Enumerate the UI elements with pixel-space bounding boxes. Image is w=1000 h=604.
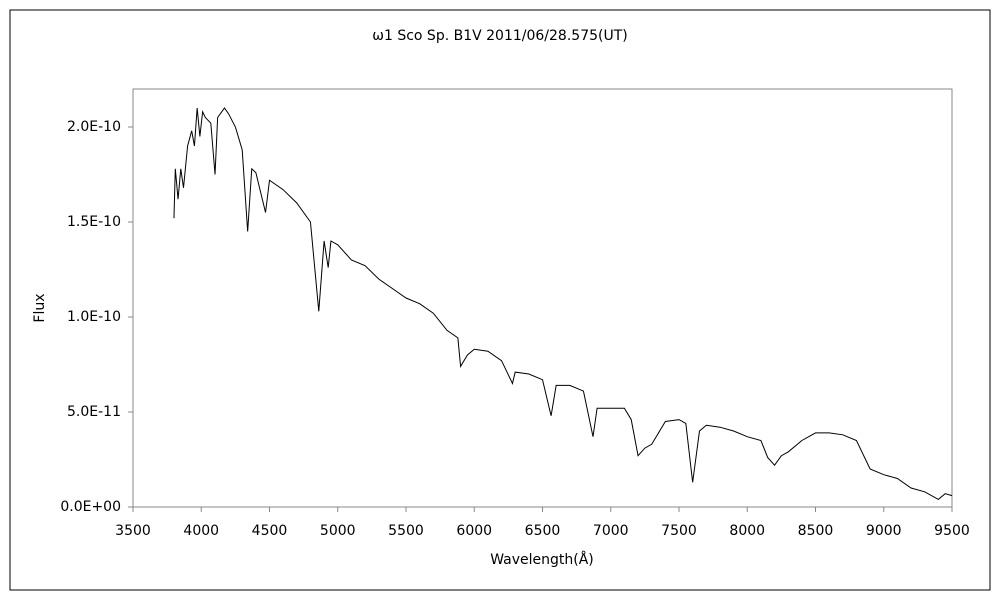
x-tick-label: 7000 [593,523,629,539]
y-tick-label: 2.0E-10 [67,119,121,135]
x-tick-label: 4500 [252,523,288,539]
x-axis-label: Wavelength(Å) [490,551,594,568]
x-tick-label: 3500 [115,523,151,539]
x-tick-label: 7500 [661,523,697,539]
x-tick-label: 8000 [729,523,765,539]
x-tick-label: 6000 [456,523,492,539]
y-tick-label: 5.0E-11 [67,404,121,420]
spectrum-line [173,107,953,501]
x-tick-label: 5000 [320,523,356,539]
x-tick-label: 5500 [388,523,424,539]
plot-area [132,88,953,508]
x-tick-label: 8500 [798,523,834,539]
y-tick-label: 1.5E-10 [67,214,121,230]
chart-title: ω1 Sco Sp. B1V 2011/06/28.575(UT) [372,28,627,44]
y-axis-label: Flux [32,293,48,322]
x-tick-label: 9500 [934,523,970,539]
x-tick-label: 6500 [525,523,561,539]
x-tick-label: 4000 [183,523,219,539]
x-tick-label: 9000 [866,523,902,539]
y-tick-label: 1.0E-10 [67,309,121,325]
y-tick-label: 0.0E+00 [60,499,121,515]
